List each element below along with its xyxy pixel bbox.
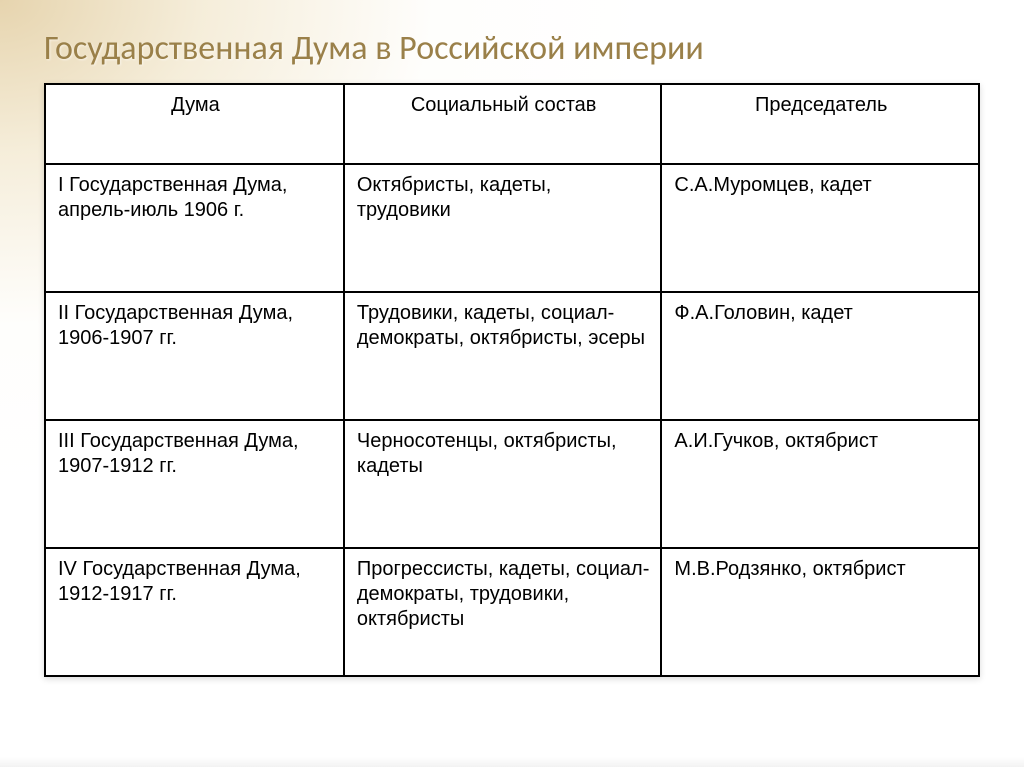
col-header-duma: Дума xyxy=(45,84,344,164)
cell-composition: Черносотенцы, октябристы, кадеты xyxy=(344,420,662,548)
cell-composition: Прогрессисты, кадеты, социал-демократы, … xyxy=(344,548,662,676)
table-row: III Государственная Дума, 1907-1912 гг. … xyxy=(45,420,979,548)
cell-chairman: Ф.А.Головин, кадет xyxy=(661,292,979,420)
cell-duma: III Государственная Дума, 1907-1912 гг. xyxy=(45,420,344,548)
cell-chairman: А.И.Гучков, октябрист xyxy=(661,420,979,548)
cell-duma: II Государственная Дума, 1906-1907 гг. xyxy=(45,292,344,420)
cell-chairman: М.В.Родзянко, октябрист xyxy=(661,548,979,676)
table-row: IV Государственная Дума, 1912-1917 гг. П… xyxy=(45,548,979,676)
table-row: I Государственная Дума, апрель-июль 1906… xyxy=(45,164,979,292)
page-title: Государственная Дума в Российской импери… xyxy=(44,28,980,69)
duma-table: Дума Социальный состав Председатель I Го… xyxy=(44,83,980,677)
cell-composition: Октябристы, кадеты, трудовики xyxy=(344,164,662,292)
col-header-composition: Социальный состав xyxy=(344,84,662,164)
decorative-shadow xyxy=(0,757,1024,767)
cell-composition: Трудовики, кадеты, социал-демократы, окт… xyxy=(344,292,662,420)
col-header-chairman: Председатель xyxy=(661,84,979,164)
table-row: II Государственная Дума, 1906-1907 гг. Т… xyxy=(45,292,979,420)
slide: Государственная Дума в Российской импери… xyxy=(0,0,1024,767)
cell-duma: IV Государственная Дума, 1912-1917 гг. xyxy=(45,548,344,676)
table-header-row: Дума Социальный состав Председатель xyxy=(45,84,979,164)
cell-chairman: С.А.Муромцев, кадет xyxy=(661,164,979,292)
cell-duma: I Государственная Дума, апрель-июль 1906… xyxy=(45,164,344,292)
